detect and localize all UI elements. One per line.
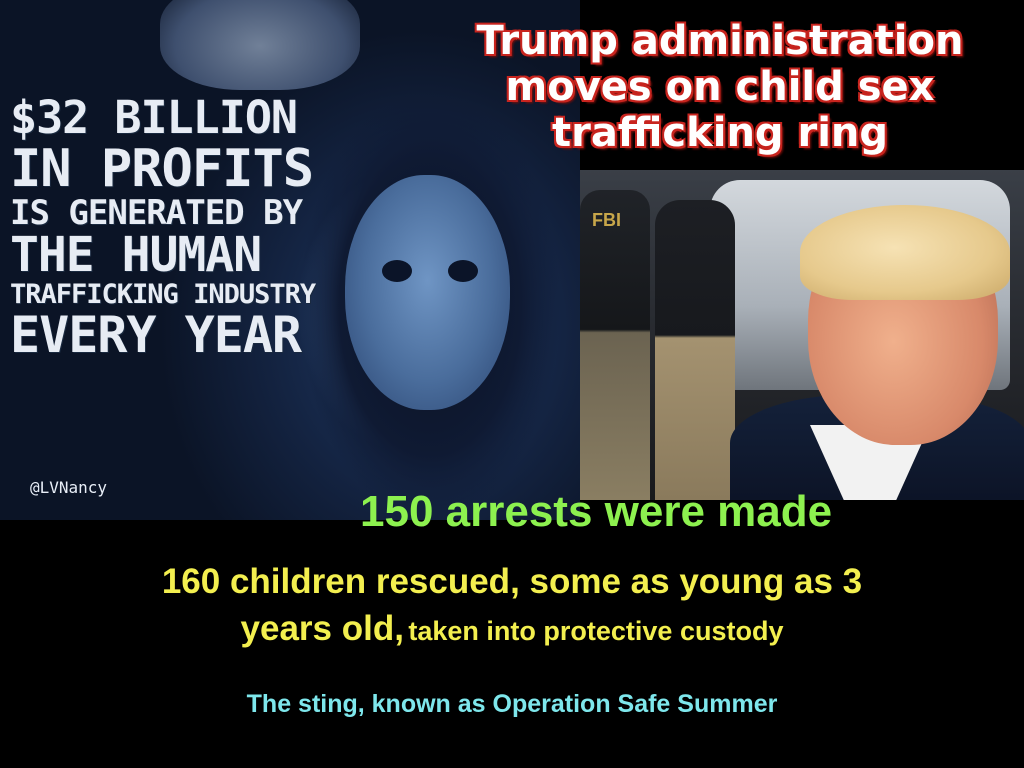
headline-line-3: trafficking ring [551, 110, 889, 156]
stat-line-2: IN PROFITS [10, 138, 314, 199]
child-face [345, 175, 510, 410]
children-line-2-big: years old, [240, 609, 404, 649]
stat-line-4: THE HUMAN [10, 227, 262, 284]
money-hand [160, 0, 360, 90]
children-line-2: years old, taken into protective custody [0, 605, 1024, 652]
stat-line-5: TRAFFICKING INDUSTRY [10, 279, 316, 311]
stat-line-6: EVERY YEAR [10, 306, 302, 365]
children-line-1: 160 children rescued, some as young as 3 [161, 562, 863, 601]
trafficking-stat-text: $32 BILLION IN PROFITS IS GENERATED BY T… [10, 91, 330, 365]
stat-line-3: IS GENERATED BY [10, 192, 303, 233]
child-eye-left [382, 260, 412, 282]
trump-hair [800, 205, 1010, 300]
headline-line-1: Trump administration [476, 18, 964, 64]
fbi-vest-label: FBI [592, 210, 621, 230]
fbi-agent [580, 190, 650, 500]
child-eye-right [448, 260, 478, 282]
author-handle: @LVNancy [30, 478, 108, 497]
arrests-text: 150 arrests were made [360, 487, 833, 536]
operation-name-text: The sting, known as Operation Safe Summe… [246, 690, 778, 718]
children-rescued-text: 160 children rescued, some as young as 3… [0, 558, 1024, 653]
handcuffed-suspect [655, 200, 735, 500]
headline-line-2: moves on child sex [505, 64, 935, 110]
arrest-photo-panel: FBI [580, 170, 1024, 500]
headline: Trump administration moves on child sex … [450, 18, 990, 156]
child-photo-panel: $32 BILLION IN PROFITS IS GENERATED BY T… [0, 0, 580, 520]
stat-line-1: $32 BILLION [10, 91, 298, 144]
children-line-2-small: taken into protective custody [408, 616, 784, 647]
